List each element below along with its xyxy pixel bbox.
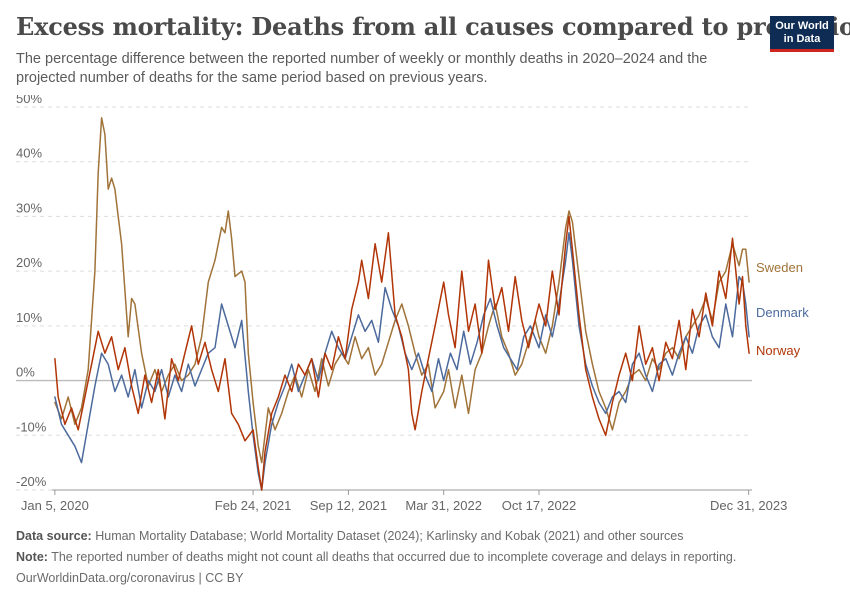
y-axis-ticks: -20% -10% 0% 10% 20% 30% 40% 50% [16,95,47,489]
y-tick-label: 30% [16,200,42,215]
x-tick-label: Mar 31, 2022 [405,498,482,513]
series-labels: Sweden Denmark Norway [756,260,809,358]
x-axis-ticks: Jan 5, 2020 Feb 24, 2021 Sep 12, 2021 Mar 3… [21,489,787,513]
x-tick-label: Jan 5, 2020 [21,498,89,513]
x-tick-label: Dec 31, 2023 [710,498,787,513]
data-source-text: Human Mortality Database; World Mortalit… [95,529,684,543]
data-source: Data source: Human Mortality Database; W… [16,529,683,543]
chart-title: Excess mortality: Deaths from all causes… [16,12,850,41]
y-tick-label: 40% [16,146,42,161]
data-source-label: Data source: [16,529,92,543]
note: Note: The reported number of deaths migh… [16,550,736,564]
y-tick-label: 20% [16,255,42,270]
note-label: Note: [16,550,48,564]
y-tick-label: -20% [16,474,47,489]
credit-link[interactable]: OurWorldinData.org/coronavirus | CC BY [16,571,244,585]
note-text: The reported number of deaths might not … [51,550,737,564]
y-tick-label: 50% [16,95,42,106]
series-label-norway[interactable]: Norway [756,343,801,358]
logo-line-2: in Data [783,33,821,45]
x-tick-label: Oct 17, 2022 [502,498,576,513]
logo-line-1: Our World [775,20,829,32]
series-lines [54,117,750,491]
x-tick-label: Feb 24, 2021 [215,498,292,513]
excess-mortality-chart[interactable]: -20% -10% 0% 10% 20% 30% 40% 50% Jan 5, 2020 Feb… [0,95,850,520]
chart-subtitle: The percentage difference between the re… [16,51,708,86]
x-tick-label: Sep 12, 2021 [310,498,387,513]
series-line-sweden[interactable] [54,117,750,464]
y-tick-label: -10% [16,419,47,434]
series-line-norway[interactable] [54,215,750,491]
y-tick-label: 10% [16,310,42,325]
owid-logo[interactable]: Our World in Data [770,16,834,52]
series-label-sweden[interactable]: Sweden [756,260,803,275]
y-tick-label: 0% [16,365,35,380]
series-label-denmark[interactable]: Denmark [756,305,809,320]
